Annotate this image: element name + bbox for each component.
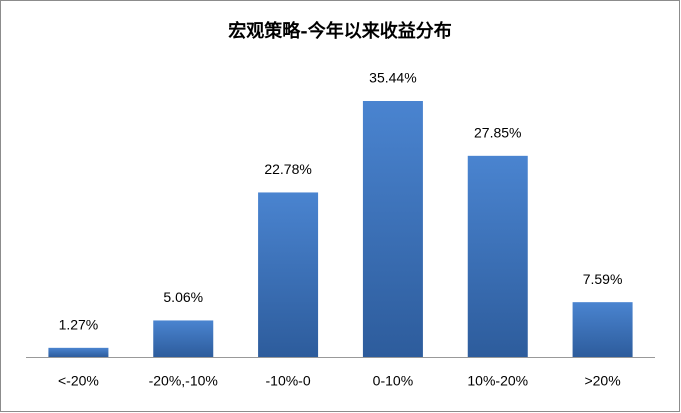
data-label: 22.78% — [264, 161, 311, 177]
bar — [572, 302, 633, 357]
chart-title: 宏观策略-今年以来收益分布 — [228, 20, 451, 42]
data-label: 35.44% — [369, 70, 416, 86]
data-label: 1.27% — [59, 317, 99, 333]
x-tick-label: >20% — [584, 373, 620, 389]
x-tick-label: 0-10% — [373, 373, 413, 389]
data-label: 5.06% — [163, 289, 203, 305]
bar — [153, 320, 214, 357]
bar — [467, 155, 528, 357]
x-tick-label: -20%,-10% — [149, 373, 218, 389]
data-label: 7.59% — [583, 271, 623, 287]
bar — [362, 101, 423, 357]
data-label: 27.85% — [474, 125, 521, 141]
x-tick-label: <-20% — [58, 373, 99, 389]
x-tick-label: -10%-0 — [266, 373, 311, 389]
bar — [48, 347, 109, 357]
bar — [258, 192, 319, 357]
x-tick-label: 10%-20% — [467, 373, 528, 389]
